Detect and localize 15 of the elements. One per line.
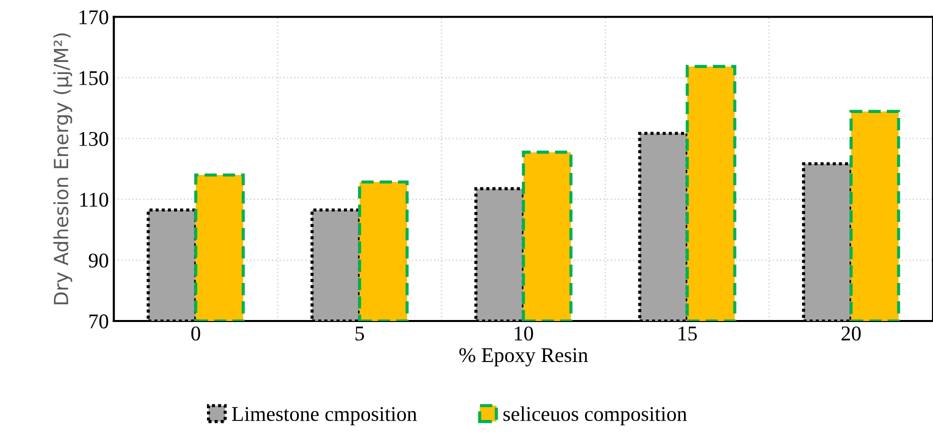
y-tick-label: 150 — [80, 71, 108, 86]
y-tick-label: 110 — [80, 192, 108, 207]
x-tick-label: 15 — [678, 326, 697, 341]
y-tick-label: 90 — [88, 254, 108, 268]
x-axis-title: % Epoxy Resin — [459, 348, 588, 366]
y-axis-title: Dry Adhesion Energy (µj/M²) — [53, 33, 72, 304]
x-tick-label: 20 — [842, 326, 861, 341]
y-tick-label: 130 — [80, 132, 108, 146]
x-tick-label: 10 — [514, 326, 534, 341]
legend-label: seliceuos composition — [503, 406, 687, 426]
x-tick-label: 5 — [356, 326, 364, 341]
y-tick-label: 170 — [80, 10, 108, 24]
x-tick-label: 0 — [191, 326, 200, 341]
legend-label: Limestone cmposition — [232, 407, 417, 426]
y-tick-label: 70 — [90, 314, 108, 328]
